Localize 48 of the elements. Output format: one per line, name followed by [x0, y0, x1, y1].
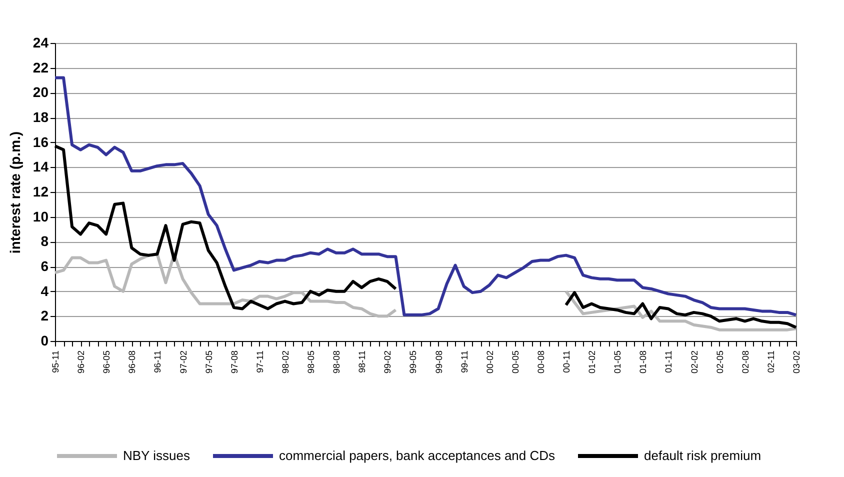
x-tick-label: 00-11	[562, 350, 572, 373]
x-tick-label: 98-02	[280, 350, 290, 374]
line-series	[54, 76, 798, 316]
x-tick-label: 96-11	[152, 350, 163, 373]
x-tick-label: 96-08	[127, 350, 138, 374]
y-tick-label: 6	[40, 258, 49, 274]
y-tick-label: 18	[32, 109, 49, 125]
x-tick-label: 02-11	[766, 350, 776, 373]
y-tick-label: 0	[40, 332, 49, 348]
x-tick-label: 99-11	[459, 350, 470, 373]
x-tick-label: 97-11	[254, 350, 265, 373]
x-tick-label: 97-05	[204, 350, 214, 374]
y-tick-label: 2	[40, 308, 49, 324]
y-tick-label: 24	[32, 34, 49, 50]
legend-label: default risk premium	[644, 448, 762, 463]
x-tick-label: 02-02	[689, 350, 700, 374]
x-tick-label: 96-02	[76, 350, 86, 374]
x-tick-label: 96-05	[102, 350, 112, 374]
x-tick-label: 00-02	[484, 350, 495, 374]
x-tick-label: 97-08	[229, 350, 240, 374]
y-tick-label: 22	[32, 59, 49, 76]
y-tick-label: 10	[32, 208, 49, 224]
y-tick-label: 20	[32, 84, 49, 100]
y-tick-label: 16	[32, 134, 49, 150]
legend-label: commercial papers, bank acceptances and CDs	[279, 448, 556, 463]
x-tick-label: 02-08	[740, 350, 750, 374]
y-axis-title: interest rate (p.m.)	[6, 131, 23, 254]
y-tick-label: 8	[40, 233, 49, 250]
legend-label: NBY issues	[123, 448, 190, 463]
x-tick-label: 99-02	[382, 350, 393, 374]
x-tick-label: 01-11	[664, 350, 674, 373]
x-tick-label: 98-08	[332, 350, 342, 374]
x-tick-label: 98-11	[357, 350, 368, 373]
y-tick-label: 12	[32, 184, 49, 200]
x-tick-label: 03-02	[792, 350, 802, 374]
x-tick-label: 01-08	[638, 350, 648, 374]
x-tick-label: 98-05	[306, 350, 316, 374]
x-tick-label: 95-11	[50, 350, 60, 373]
x-tick-label: 02-05	[714, 350, 725, 374]
x-tick-label: 97-02	[178, 350, 188, 374]
x-tick-label: 99-05	[408, 350, 418, 374]
y-tick-label: 4	[40, 282, 49, 299]
x-tick-label: 01-05	[612, 350, 623, 374]
x-tick-label: 00-05	[510, 350, 520, 374]
x-tick-label: 99-08	[434, 350, 444, 374]
x-tick-label: 00-08	[536, 350, 546, 374]
y-tick-label: 14	[32, 158, 49, 175]
x-tick-label: 01-02	[587, 350, 598, 374]
